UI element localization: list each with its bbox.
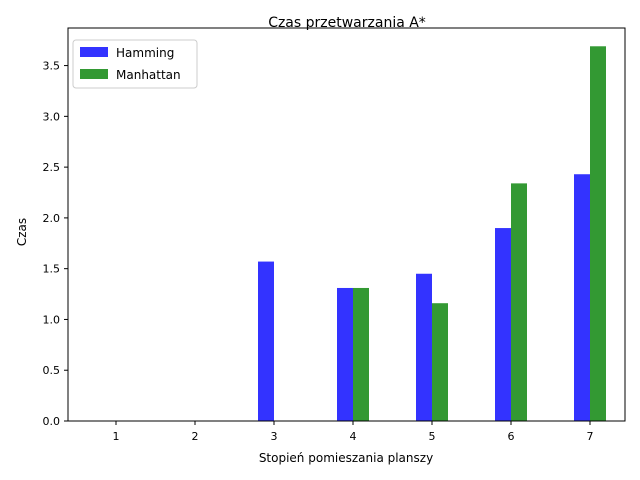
y-tick-label: 3.5 <box>43 60 61 73</box>
y-tick-label: 1.0 <box>43 313 61 326</box>
bar-manhattan-4 <box>353 287 369 421</box>
bar-hamming-6 <box>495 228 511 421</box>
y-tick-label: 2.5 <box>43 161 61 174</box>
x-tick-label: 2 <box>192 430 199 443</box>
legend-swatch-manhattan <box>80 69 108 79</box>
bar-manhattan-6 <box>511 183 527 421</box>
bar-hamming-4 <box>337 287 353 421</box>
y-tick-label: 1.5 <box>43 263 61 276</box>
legend: Hamming Manhattan <box>72 39 198 89</box>
bar-manhattan-5 <box>432 303 448 421</box>
axes-frame <box>67 27 626 422</box>
y-tick-label: 0.0 <box>43 415 61 428</box>
bar-hamming-3 <box>258 261 274 421</box>
plot-area: 0.0 0.5 1.0 1.5 2.0 2.5 3.0 3.5 1 2 3 4 5 6 7 <box>43 27 626 443</box>
x-tick-label: 5 <box>429 430 436 443</box>
legend-label-manhattan: Manhattan <box>116 68 181 82</box>
x-tick-label: 1 <box>113 430 120 443</box>
chart-title: Czas przetwarzania A* <box>268 15 426 31</box>
legend-label-hamming: Hamming <box>116 46 174 60</box>
bar-hamming-7 <box>574 174 590 421</box>
bar-hamming-5 <box>416 273 432 421</box>
x-tick-label: 3 <box>271 430 278 443</box>
x-tick-label: 7 <box>587 430 594 443</box>
y-tick-label: 2.0 <box>43 212 61 225</box>
x-axis-label: Stopień pomieszania planszy <box>259 451 433 465</box>
y-tick-label: 3.0 <box>43 110 61 123</box>
x-tick-label: 6 <box>508 430 515 443</box>
y-tick-label: 0.5 <box>43 364 61 377</box>
y-axis-label: Czas <box>15 218 29 246</box>
legend-swatch-hamming <box>80 47 108 57</box>
bar-manhattan-7 <box>590 46 606 422</box>
x-tick-label: 4 <box>350 430 357 443</box>
